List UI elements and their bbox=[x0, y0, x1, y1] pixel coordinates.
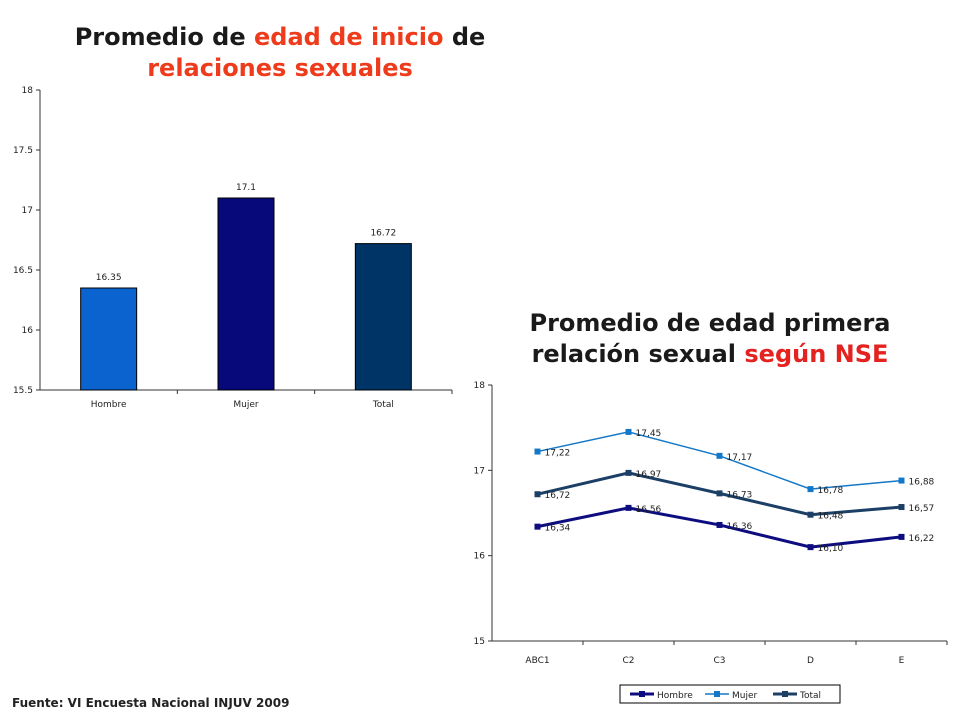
x-tick-label: Hombre bbox=[91, 400, 127, 410]
bar-chart-title: Promedio de edad de inicio de relaciones… bbox=[20, 22, 540, 83]
line-chart-title: Promedio de edad primera relación sexual… bbox=[470, 308, 950, 369]
point-label-total: 16,72 bbox=[545, 491, 571, 501]
point-hombre bbox=[898, 533, 905, 540]
point-total bbox=[898, 504, 905, 511]
point-total bbox=[625, 469, 632, 476]
bar-mujer bbox=[217, 197, 275, 391]
point-label-total: 16,97 bbox=[636, 470, 662, 480]
bar-value-label: 16.35 bbox=[96, 273, 122, 283]
legend-label-total: Total bbox=[799, 691, 821, 701]
legend-marker-mujer bbox=[714, 691, 720, 697]
point-hombre bbox=[625, 504, 632, 511]
point-mujer bbox=[807, 486, 814, 493]
y-tick-label: 16 bbox=[474, 552, 486, 562]
point-label-total: 16,48 bbox=[818, 512, 844, 522]
line-chart: 15 16 17 18 ABC1 C2 C3 D E 16,34 16,56 16,36 16,10 16… bbox=[474, 381, 948, 704]
point-label-mujer: 16,78 bbox=[818, 486, 844, 496]
x-tick-label: C2 bbox=[622, 656, 634, 666]
legend-label-hombre: Hombre bbox=[657, 691, 693, 701]
point-total bbox=[716, 490, 723, 497]
point-label-total: 16,73 bbox=[727, 490, 753, 500]
y-tick-label: 17.5 bbox=[13, 146, 33, 156]
line-title-part1: relación sexual bbox=[531, 339, 745, 368]
y-tick-label: 18 bbox=[474, 381, 486, 391]
point-hombre bbox=[807, 544, 814, 551]
legend-label-mujer: Mujer bbox=[732, 691, 758, 701]
x-tick-label: ABC1 bbox=[525, 656, 549, 666]
legend-box bbox=[619, 684, 841, 704]
x-tick-label: Total bbox=[372, 400, 394, 410]
bar-value-label: 17.1 bbox=[236, 183, 256, 193]
bar-title-highlight: edad de inicio bbox=[253, 23, 444, 51]
point-mujer bbox=[534, 448, 541, 455]
bar-title-part2: de bbox=[443, 23, 486, 51]
legend-marker-total bbox=[782, 691, 788, 697]
source-note: Fuente: VI Encuesta Nacional INJUV 2009 bbox=[12, 696, 290, 710]
line-title-highlight: según NSE bbox=[744, 339, 889, 368]
y-tick-label: 15.5 bbox=[13, 386, 33, 396]
bar-total bbox=[354, 243, 412, 391]
point-label-mujer: 17,17 bbox=[727, 453, 753, 463]
y-tick-label: 16.5 bbox=[13, 266, 33, 276]
bar-title-part1: Promedio de bbox=[74, 23, 254, 51]
point-label-total: 16,57 bbox=[909, 504, 935, 514]
y-tick-label: 16 bbox=[22, 326, 34, 336]
point-label-hombre: 16,36 bbox=[727, 522, 753, 532]
bar-title-line2: relaciones sexuales bbox=[147, 53, 413, 82]
point-label-hombre: 16,34 bbox=[545, 524, 571, 534]
legend-marker-hombre bbox=[639, 691, 645, 697]
x-tick-label: D bbox=[807, 656, 814, 666]
point-mujer bbox=[625, 428, 632, 435]
bar-value-label: 16.72 bbox=[370, 229, 396, 239]
y-tick-label: 17 bbox=[22, 206, 33, 216]
bar-hombre bbox=[80, 287, 138, 391]
point-label-hombre: 16,22 bbox=[909, 534, 935, 544]
point-mujer bbox=[898, 477, 905, 484]
bar-chart: 15.5 16 16.5 17 17.5 18 16.35 Hombre 17.1 Mujer 16… bbox=[13, 86, 453, 410]
point-label-hombre: 16,10 bbox=[818, 544, 844, 554]
point-label-mujer: 16,88 bbox=[909, 478, 935, 488]
point-hombre bbox=[534, 523, 541, 530]
point-label-mujer: 17,45 bbox=[636, 429, 662, 439]
point-total bbox=[807, 511, 814, 518]
point-hombre bbox=[716, 521, 723, 528]
point-label-mujer: 17,22 bbox=[545, 449, 571, 459]
y-tick-label: 17 bbox=[474, 466, 485, 476]
legend: Hombre Mujer Total bbox=[619, 684, 841, 704]
x-tick-label: C3 bbox=[713, 656, 725, 666]
point-mujer bbox=[716, 452, 723, 459]
y-tick-label: 18 bbox=[22, 86, 34, 96]
point-total bbox=[534, 491, 541, 498]
line-title-line1: Promedio de edad primera bbox=[529, 309, 891, 337]
point-label-hombre: 16,56 bbox=[636, 505, 662, 515]
x-tick-label: E bbox=[899, 656, 905, 666]
y-tick-label: 15 bbox=[474, 637, 485, 647]
x-tick-label: Mujer bbox=[233, 400, 259, 410]
